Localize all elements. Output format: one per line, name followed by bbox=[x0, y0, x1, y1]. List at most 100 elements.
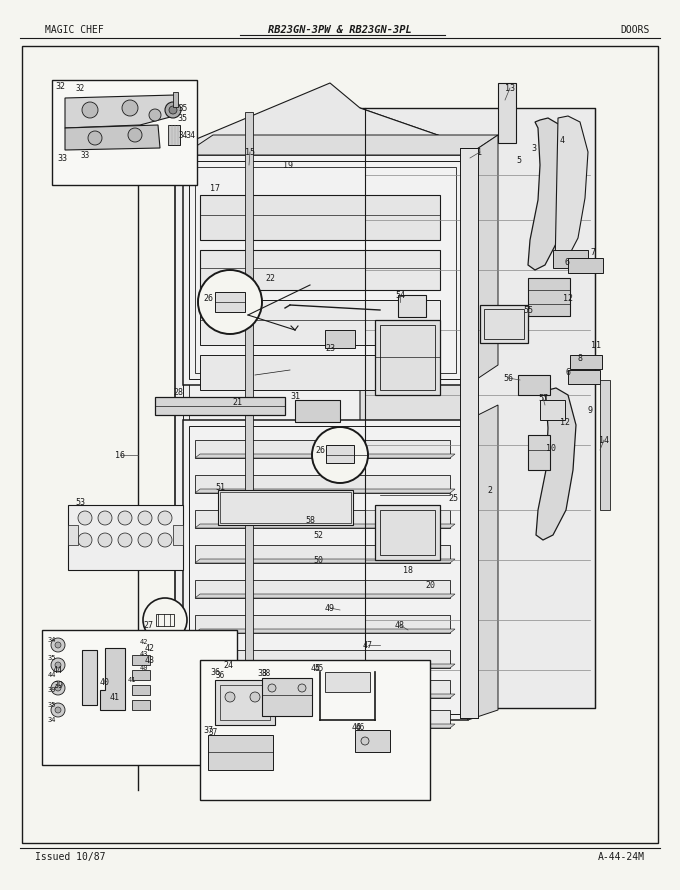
Circle shape bbox=[51, 638, 65, 652]
Text: 17: 17 bbox=[210, 183, 220, 192]
Text: 26: 26 bbox=[203, 294, 213, 303]
Polygon shape bbox=[528, 118, 568, 270]
Text: 26: 26 bbox=[315, 446, 325, 455]
Circle shape bbox=[198, 270, 262, 334]
Polygon shape bbox=[360, 108, 475, 718]
Bar bbox=[195, 475, 450, 493]
Bar bbox=[200, 195, 440, 240]
Circle shape bbox=[298, 684, 306, 692]
Text: 39: 39 bbox=[53, 681, 63, 690]
Text: 49: 49 bbox=[325, 603, 335, 612]
Bar bbox=[528, 278, 570, 316]
Circle shape bbox=[268, 684, 276, 692]
Polygon shape bbox=[195, 524, 455, 528]
Text: 39: 39 bbox=[48, 687, 56, 693]
Text: 19: 19 bbox=[283, 160, 293, 169]
Bar bbox=[168, 125, 180, 145]
Text: 18: 18 bbox=[403, 565, 413, 575]
Circle shape bbox=[250, 692, 260, 702]
Bar bbox=[195, 440, 450, 458]
Polygon shape bbox=[195, 664, 455, 668]
Polygon shape bbox=[65, 125, 160, 150]
Bar bbox=[208, 735, 273, 770]
Circle shape bbox=[158, 533, 172, 547]
Circle shape bbox=[51, 703, 65, 717]
Bar bbox=[52, 80, 197, 185]
Text: 36: 36 bbox=[210, 668, 220, 676]
Bar bbox=[480, 305, 528, 343]
Circle shape bbox=[98, 511, 112, 525]
Text: 13: 13 bbox=[505, 84, 515, 93]
Circle shape bbox=[122, 100, 138, 116]
Circle shape bbox=[138, 533, 152, 547]
Bar bbox=[200, 355, 440, 390]
Circle shape bbox=[128, 128, 142, 142]
Bar bbox=[325, 672, 370, 692]
Bar bbox=[498, 83, 516, 143]
Text: 50: 50 bbox=[313, 555, 323, 564]
Circle shape bbox=[118, 511, 132, 525]
Circle shape bbox=[82, 102, 98, 118]
Text: 37: 37 bbox=[208, 727, 217, 737]
Bar bbox=[132, 700, 150, 710]
Polygon shape bbox=[195, 594, 455, 598]
Text: 32: 32 bbox=[55, 82, 65, 91]
Bar bbox=[262, 678, 312, 716]
Circle shape bbox=[361, 737, 369, 745]
Circle shape bbox=[78, 511, 92, 525]
Circle shape bbox=[149, 109, 161, 121]
Bar bbox=[173, 525, 183, 545]
Polygon shape bbox=[468, 405, 498, 720]
Text: 45: 45 bbox=[311, 664, 321, 673]
Text: 2: 2 bbox=[488, 486, 492, 495]
Bar bbox=[195, 615, 450, 633]
Text: 37: 37 bbox=[203, 725, 213, 734]
Bar bbox=[183, 156, 467, 710]
Text: 55: 55 bbox=[523, 305, 533, 314]
Text: 16: 16 bbox=[115, 450, 125, 459]
Text: 53: 53 bbox=[75, 498, 85, 506]
Polygon shape bbox=[183, 135, 498, 155]
Text: 42: 42 bbox=[140, 639, 148, 645]
Bar bbox=[195, 545, 450, 563]
Text: 20: 20 bbox=[425, 580, 435, 589]
Text: 36: 36 bbox=[215, 670, 224, 679]
Text: 12: 12 bbox=[563, 294, 573, 303]
Bar bbox=[132, 685, 150, 695]
Text: 11: 11 bbox=[591, 341, 601, 350]
Circle shape bbox=[88, 131, 102, 145]
Polygon shape bbox=[195, 629, 455, 633]
Text: 34: 34 bbox=[185, 131, 195, 140]
Text: 46: 46 bbox=[352, 723, 362, 732]
Bar bbox=[484, 309, 524, 339]
Text: 44: 44 bbox=[53, 666, 63, 675]
Text: 10: 10 bbox=[546, 443, 556, 452]
Text: DOORS: DOORS bbox=[621, 25, 650, 35]
Text: 35: 35 bbox=[177, 114, 187, 123]
Text: 40: 40 bbox=[140, 665, 148, 671]
Polygon shape bbox=[195, 489, 455, 493]
Text: 23: 23 bbox=[325, 344, 335, 352]
Bar bbox=[68, 525, 78, 545]
Polygon shape bbox=[175, 83, 475, 148]
Bar bbox=[200, 300, 440, 345]
Bar bbox=[156, 614, 174, 626]
Circle shape bbox=[55, 662, 61, 668]
Text: 22: 22 bbox=[265, 273, 275, 282]
Text: 24: 24 bbox=[223, 660, 233, 669]
Text: 43: 43 bbox=[145, 656, 155, 665]
Bar bbox=[460, 148, 478, 718]
Text: MAGIC CHEF: MAGIC CHEF bbox=[45, 25, 104, 35]
Bar bbox=[528, 435, 550, 470]
Text: 32: 32 bbox=[75, 84, 84, 93]
Text: 48: 48 bbox=[395, 620, 405, 629]
Bar bbox=[380, 325, 435, 390]
Text: 15: 15 bbox=[245, 148, 255, 157]
Polygon shape bbox=[555, 116, 588, 268]
Bar bbox=[183, 420, 468, 720]
Text: 12: 12 bbox=[560, 417, 570, 426]
Text: 34: 34 bbox=[48, 717, 56, 723]
Text: 43: 43 bbox=[140, 651, 148, 657]
Text: 40: 40 bbox=[100, 677, 110, 686]
Polygon shape bbox=[468, 135, 498, 385]
